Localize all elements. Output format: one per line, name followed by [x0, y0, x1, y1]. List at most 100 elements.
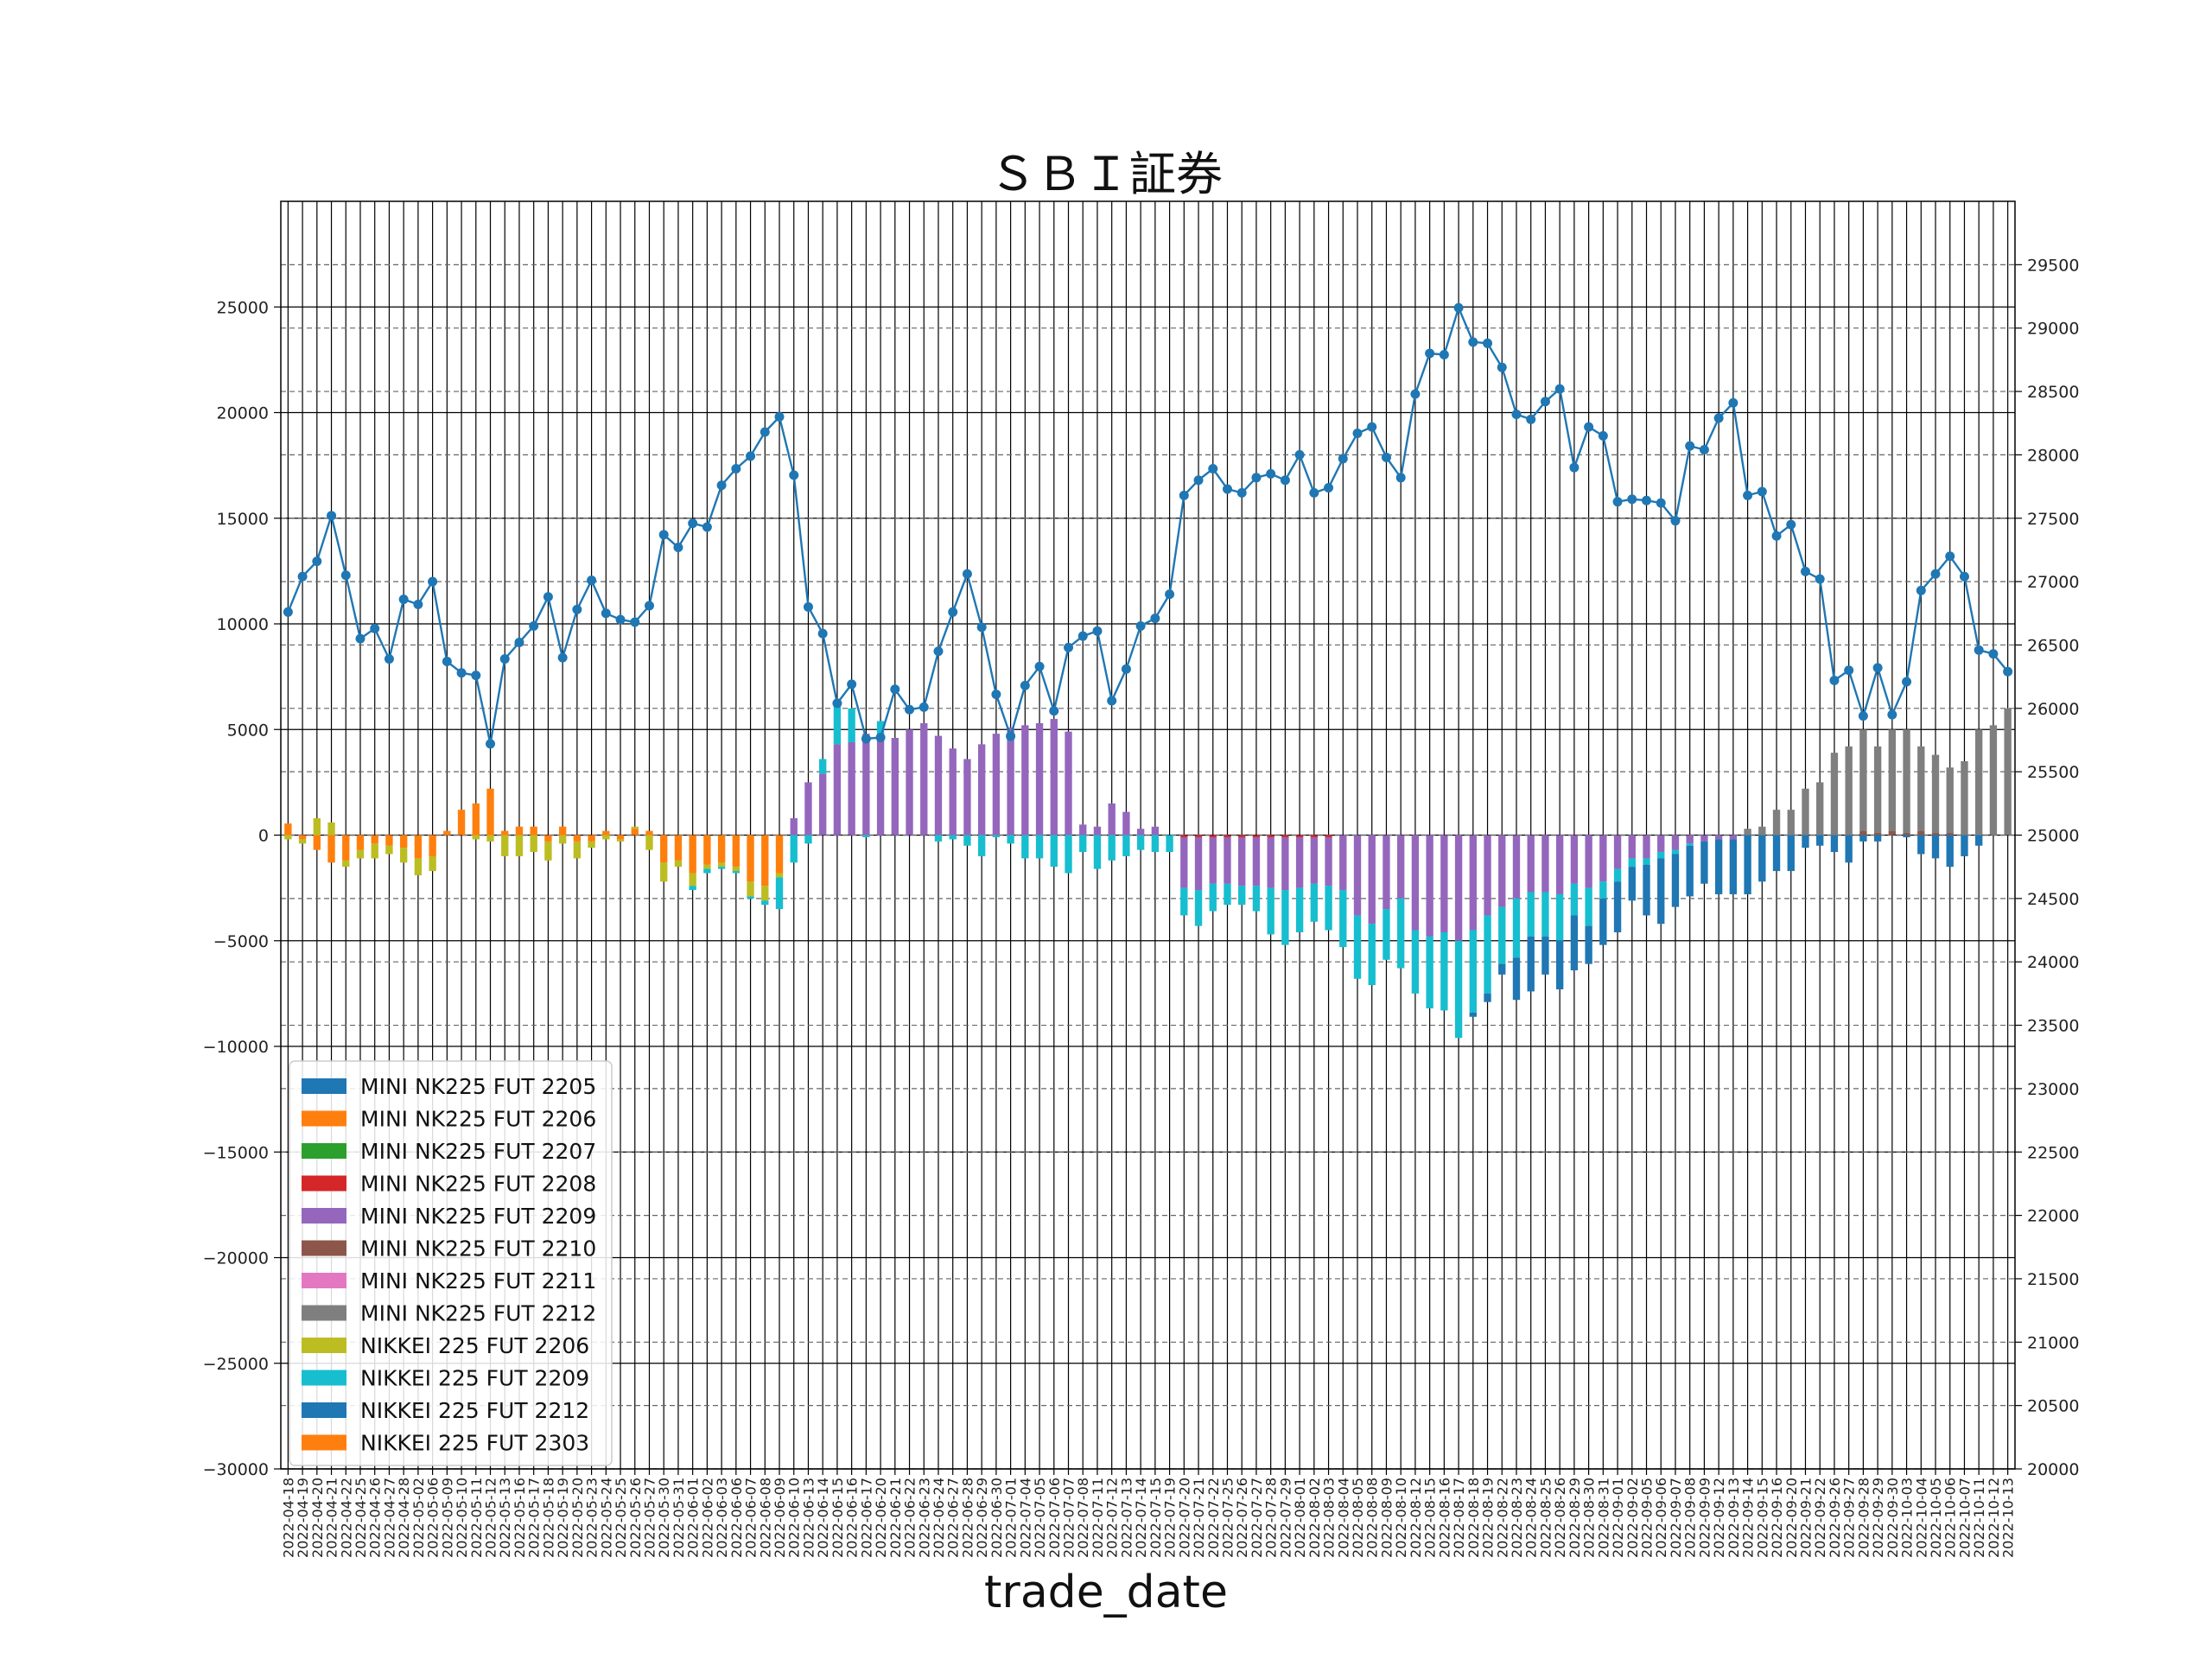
bar-segment	[472, 835, 480, 840]
x-tick-label: 2022-06-23	[916, 1478, 932, 1558]
bar-segment	[1888, 830, 1897, 836]
bar-segment	[1671, 849, 1680, 855]
legend-box	[289, 1060, 613, 1466]
x-tick-label: 2022-05-09	[439, 1478, 455, 1558]
price-point	[948, 607, 958, 617]
bar-segment	[717, 835, 726, 863]
price-point	[991, 690, 1001, 700]
bar-segment	[298, 839, 307, 844]
x-tick-label: 2022-08-08	[1364, 1478, 1381, 1558]
price-line-path	[287, 304, 2009, 745]
x-tick-label: 2022-06-06	[728, 1478, 745, 1558]
x-tick-label: 2022-10-13	[2000, 1478, 2017, 1558]
legend-swatch	[302, 1434, 346, 1451]
x-tick-label: 2022-06-14	[815, 1478, 831, 1558]
x-tick-label: 2022-10-12	[1986, 1478, 2002, 1558]
x-tick-label: 2022-05-11	[468, 1478, 485, 1558]
price-point	[1930, 569, 1941, 579]
price-point	[1584, 422, 1594, 432]
bar-segment	[1065, 731, 1072, 836]
y-tick-label: −20000	[203, 1249, 269, 1268]
bar-segment	[371, 835, 378, 844]
x-tick-label: 2022-09-26	[1827, 1478, 1843, 1558]
x-tick-label: 2022-07-29	[1277, 1478, 1294, 1558]
legend-label: MINI NK225 FUT 2212	[360, 1301, 596, 1326]
bar-segment	[906, 729, 913, 836]
bar-segment	[790, 817, 798, 836]
bar-segment	[790, 835, 798, 863]
x-tick-label: 2022-06-13	[800, 1478, 817, 1558]
bar-segment	[1498, 963, 1506, 975]
x-tick-label: 2022-05-02	[410, 1478, 427, 1558]
legend-swatch	[302, 1078, 346, 1094]
bar-segment	[1570, 883, 1579, 916]
price-point	[1554, 384, 1565, 394]
bar-segment	[1397, 835, 1405, 899]
bar-segment	[1295, 835, 1304, 837]
bar-segment	[1628, 858, 1636, 868]
bar-segment	[1021, 725, 1029, 836]
y2-tick-label: 23500	[2027, 1017, 2079, 1036]
bar-segment	[558, 826, 567, 836]
bar-segment	[1368, 924, 1376, 986]
bar-segment	[558, 835, 567, 844]
y-tick-label: 10000	[217, 615, 269, 634]
bar-segment	[1657, 852, 1665, 859]
x-tick-label: 2022-05-19	[555, 1478, 571, 1558]
bar-segment	[674, 835, 683, 861]
bar-segment	[1267, 836, 1274, 888]
y-axis-left: −30000 −25000 −20000 −15000 −10000 −5000 0 5000…	[203, 298, 281, 1479]
x-tick-label: 2022-08-23	[1509, 1478, 1525, 1558]
price-point	[428, 576, 438, 587]
price-point	[283, 607, 293, 617]
price-point	[1410, 389, 1421, 399]
price-point	[1829, 676, 1840, 686]
bar-segment	[1961, 760, 1968, 836]
bar-segment	[1065, 835, 1072, 874]
bar-segment	[1252, 836, 1261, 887]
x-tick-label: 2022-05-12	[483, 1478, 499, 1558]
x-tick-label: 2022-04-19	[295, 1478, 311, 1558]
bar-segment	[1238, 886, 1246, 906]
bar-segment	[573, 841, 582, 859]
price-point	[398, 594, 409, 605]
bar-segment	[1411, 835, 1420, 931]
price-point	[803, 601, 813, 612]
bar-segment	[761, 835, 769, 887]
price-point	[1844, 665, 1854, 676]
x-tick-label: 2022-06-22	[902, 1478, 918, 1558]
bar-segment	[833, 703, 842, 745]
price-point	[1425, 348, 1435, 359]
bar-segment	[472, 803, 480, 836]
bar-segment	[1194, 835, 1203, 837]
bar-segment	[1310, 883, 1319, 922]
bar-segment	[963, 759, 971, 836]
bar-segment	[1714, 835, 1723, 840]
bar-segment	[1151, 826, 1160, 836]
bar-segment	[1079, 835, 1087, 853]
bar-segment	[1541, 936, 1549, 975]
x-tick-label: 2022-07-14	[1133, 1478, 1149, 1558]
price-point	[1049, 706, 1059, 716]
bar-segment	[1729, 835, 1738, 840]
bar-segment	[1599, 898, 1607, 945]
bar-segment	[544, 835, 552, 842]
bar-segment	[1527, 936, 1535, 992]
bar-segment	[327, 822, 335, 836]
y-axis-right: 20000 20500 21000 21500 22000 22500 23000 23500…	[2015, 256, 2079, 1479]
y2-tick-label: 22000	[2027, 1207, 2079, 1226]
bar-segment	[1772, 810, 1781, 836]
x-tick-label: 2022-06-02	[699, 1478, 715, 1558]
bar-segment	[313, 835, 321, 850]
y-tick-label: 15000	[217, 510, 269, 529]
price-point	[875, 733, 886, 743]
bar-segment	[530, 835, 537, 853]
x-tick-label: 2022-06-28	[959, 1478, 976, 1558]
bar-segment	[862, 835, 870, 837]
bars	[284, 703, 2012, 1039]
price-point	[1685, 441, 1695, 451]
bar-segment	[1946, 833, 1954, 836]
bar-segment	[1772, 835, 1781, 872]
bar-segment	[1845, 746, 1853, 836]
bar-segment	[602, 830, 610, 836]
